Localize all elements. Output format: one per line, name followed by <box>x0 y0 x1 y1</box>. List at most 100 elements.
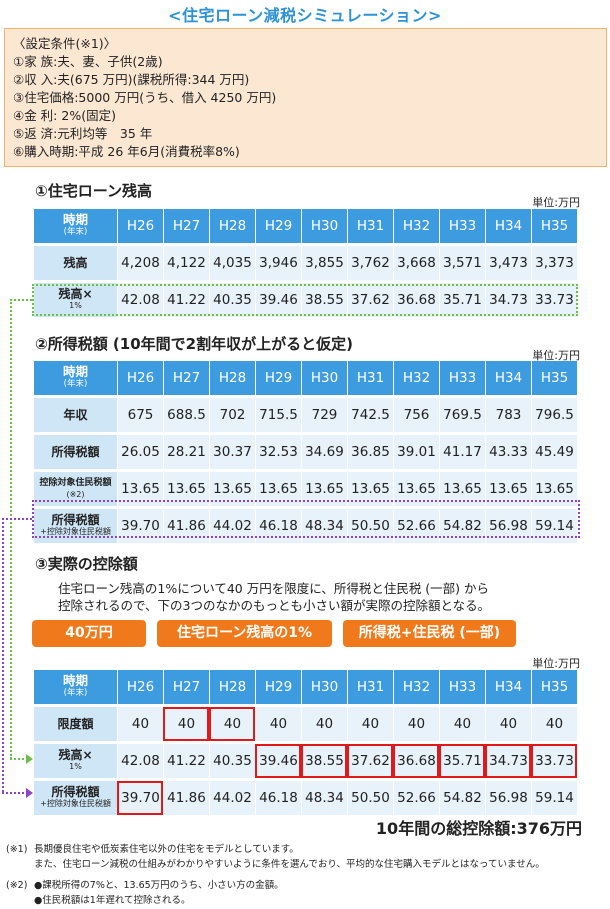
year-header: H28 <box>209 670 255 704</box>
year-header: H29 <box>255 670 301 704</box>
table-cell: 36.85 <box>347 435 393 469</box>
year-header: H33 <box>439 209 485 243</box>
row-label: 残高× 1% <box>34 283 117 317</box>
table-cell: 742.5 <box>347 398 393 432</box>
table-cell: 43.33 <box>485 435 531 469</box>
section3-title: ③実際の控除額 <box>35 555 138 573</box>
row-label: 所得税額 +控除対象住民税額 <box>34 781 117 815</box>
table-cell: 675 <box>117 398 163 432</box>
year-header: H32 <box>393 361 439 395</box>
table-cell: 33.73 <box>531 283 577 317</box>
year-header: H27 <box>163 209 209 243</box>
condition-line: ⑥購入時期:平成 26 年6月(消費税率8%) <box>13 144 240 159</box>
table-cell: 40 <box>117 707 163 741</box>
table-cell: 40 <box>485 707 531 741</box>
year-header: H33 <box>439 361 485 395</box>
year-header: H26 <box>117 670 163 704</box>
table-cell: 39.70 <box>117 781 163 815</box>
min-value-marker <box>255 744 301 778</box>
table-cell: 756 <box>393 398 439 432</box>
section1-table: 時期 (年末) H26 H27 H28 H29 H30 H31 H32 H33 H34 H35 残高 4,… <box>34 206 577 320</box>
table-cell: 30.37 <box>209 435 255 469</box>
row-label: 年収 <box>34 398 117 432</box>
table-cell: 32.53 <box>255 435 301 469</box>
condition-line: ③住宅価格:5000 万円(うち、借入 4250 万円) <box>13 90 277 105</box>
header-row: 時期 (年末) H26 H27 H28 H29 H30 H31 H32 H33 H34 H35 <box>34 670 577 704</box>
year-header: H35 <box>531 209 577 243</box>
table-row: 残高× 1% 42.08 41.22 40.35 39.46 38.55 37.62 36.68… <box>34 283 577 317</box>
year-header: H28 <box>209 361 255 395</box>
footnotes: (※1) 長期優良住宅や低炭素住宅以外の住宅をモデルとしています。 また、住宅ロー… <box>6 842 606 908</box>
table-cell: 3,946 <box>255 246 301 280</box>
table-cell: 3,668 <box>393 246 439 280</box>
header-row: 時期 (年末) H26 H27 H28 H29 H30 H31 H32 H33 H34 H35 <box>34 361 577 395</box>
table-cell: 3,373 <box>531 246 577 280</box>
conditions-heading: 〈設定条件(※1)〉 <box>13 36 117 51</box>
table-cell: 46.18 <box>255 781 301 815</box>
table-cell: 796.5 <box>531 398 577 432</box>
year-header: H35 <box>531 361 577 395</box>
table-cell: 54.82 <box>439 781 485 815</box>
year-header: H27 <box>163 361 209 395</box>
table-cell: 729 <box>301 398 347 432</box>
year-header: H35 <box>531 670 577 704</box>
table-cell: 59.14 <box>531 781 577 815</box>
section3-description: 住宅ローン残高の1%について40 万円を限度に、所得税と住民税 (一部) から … <box>58 581 491 613</box>
unit-label: 単位:万円 <box>532 349 580 362</box>
table-cell: 715.5 <box>255 398 301 432</box>
year-header: H26 <box>117 361 163 395</box>
year-header: H31 <box>347 361 393 395</box>
table-cell: 42.08 <box>117 283 163 317</box>
table-row: 残高 4,208 4,122 4,035 3,946 3,855 3,762 3,668 3,5… <box>34 246 577 280</box>
table-cell: 41.22 <box>163 744 209 778</box>
table-cell: 45.49 <box>531 435 577 469</box>
table-cell: 42.08 <box>117 744 163 778</box>
year-header: H31 <box>347 209 393 243</box>
connector-green <box>10 758 28 760</box>
highlight-balance-row <box>32 284 578 316</box>
year-header: H33 <box>439 670 485 704</box>
table-cell: 39.46 <box>255 283 301 317</box>
table-cell: 48.34 <box>301 781 347 815</box>
table-cell: 702 <box>209 398 255 432</box>
table-cell: 39.01 <box>393 435 439 469</box>
min-value-marker <box>163 707 209 741</box>
table-cell: 38.55 <box>301 283 347 317</box>
min-value-marker <box>485 744 531 778</box>
year-header: H30 <box>301 670 347 704</box>
unit-label: 単位:万円 <box>532 657 580 670</box>
table-cell: 34.73 <box>485 283 531 317</box>
table-cell: 26.05 <box>117 435 163 469</box>
row-label: 限度額 <box>34 707 117 741</box>
table-cell: 40 <box>347 707 393 741</box>
year-header: H31 <box>347 670 393 704</box>
year-header: H27 <box>163 670 209 704</box>
table-cell: 37.62 <box>347 283 393 317</box>
table-cell: 4,122 <box>163 246 209 280</box>
min-value-marker <box>393 744 439 778</box>
table-cell: 33.73 <box>531 744 577 778</box>
pill-tax: 所得税+住民税 (一部) <box>343 620 516 647</box>
table-row: 所得税額 +控除対象住民税額 39.70 41.86 44.02 46.18 48.34 50… <box>34 781 577 815</box>
table-cell: 40 <box>255 707 301 741</box>
table-cell: 41.86 <box>163 781 209 815</box>
year-header: H29 <box>255 361 301 395</box>
conditions-box: 〈設定条件(※1)〉 ①家 族:夫、妻、子供(2歳) ②収 入:夫(675 万円… <box>4 28 607 167</box>
table-cell: 40 <box>439 707 485 741</box>
header-row: 時期 (年末) H26 H27 H28 H29 H30 H31 H32 H33 H34 H35 <box>34 209 577 243</box>
min-value-marker <box>439 744 485 778</box>
table-cell: 36.68 <box>393 283 439 317</box>
year-header: H32 <box>393 670 439 704</box>
table-cell: 3,473 <box>485 246 531 280</box>
section2-title: ②所得税額 (10年間で2割年収が上がると仮定) <box>35 335 353 353</box>
table-cell: 41.17 <box>439 435 485 469</box>
table-cell: 40.35 <box>209 283 255 317</box>
year-header: H29 <box>255 209 301 243</box>
table-cell: 4,035 <box>209 246 255 280</box>
connector-purple <box>2 792 28 794</box>
year-header: H28 <box>209 209 255 243</box>
table-cell: 40 <box>531 707 577 741</box>
year-header: H34 <box>485 209 531 243</box>
table-cell: 40 <box>163 707 209 741</box>
table-cell: 3,762 <box>347 246 393 280</box>
